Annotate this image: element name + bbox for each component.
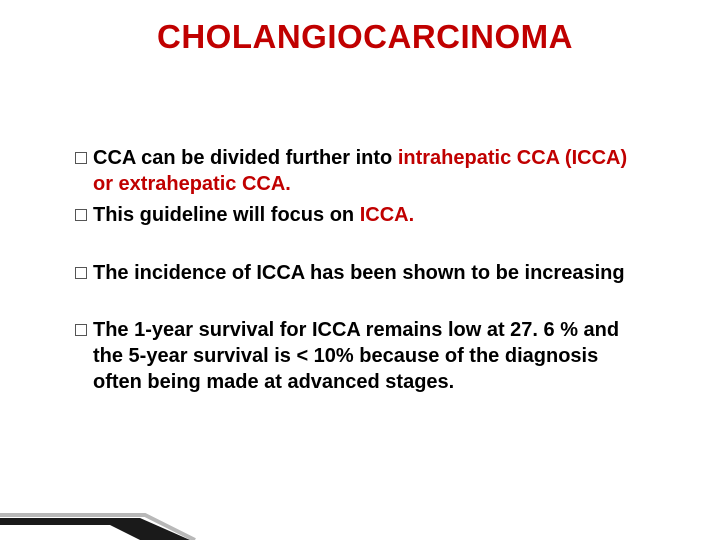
bullet-item: The incidence of ICCA has been shown to … bbox=[75, 261, 640, 287]
bullet-marker-icon bbox=[75, 152, 87, 164]
bullet-text: This guideline will focus on ICCA. bbox=[93, 203, 640, 229]
text-run: The incidence of ICCA has been shown to … bbox=[93, 262, 625, 284]
text-run: This guideline will focus on bbox=[93, 204, 360, 226]
corner-accent-icon bbox=[0, 470, 220, 540]
bullet-text: The incidence of ICCA has been shown to … bbox=[93, 261, 640, 287]
slide: CHOLANGIOCARCINOMA CCA can be divided fu… bbox=[0, 0, 720, 540]
text-run: The 1-year survival for ICCA remains low… bbox=[93, 319, 619, 392]
title-text: CHOLANGIOCARCINOMA bbox=[157, 18, 573, 55]
bullet-text: CCA can be divided further into intrahep… bbox=[93, 146, 640, 197]
bullet-item: CCA can be divided further into intrahep… bbox=[75, 146, 640, 197]
bullet-item: This guideline will focus on ICCA. bbox=[75, 203, 640, 229]
slide-body: CCA can be divided further into intrahep… bbox=[70, 146, 660, 395]
accent-dark bbox=[0, 518, 190, 540]
bullet-marker-icon bbox=[75, 267, 87, 279]
text-run: CCA can be divided further into bbox=[93, 147, 398, 169]
bullet-marker-icon bbox=[75, 324, 87, 336]
spacer bbox=[75, 235, 640, 261]
bullet-marker-icon bbox=[75, 209, 87, 221]
text-run-red: ICCA. bbox=[360, 204, 414, 226]
accent-white bbox=[0, 525, 140, 540]
slide-title: CHOLANGIOCARCINOMA bbox=[70, 18, 660, 56]
accent-stroke bbox=[0, 515, 195, 540]
bullet-item: The 1-year survival for ICCA remains low… bbox=[75, 318, 640, 395]
bullet-text: The 1-year survival for ICCA remains low… bbox=[93, 318, 640, 395]
spacer bbox=[75, 292, 640, 318]
